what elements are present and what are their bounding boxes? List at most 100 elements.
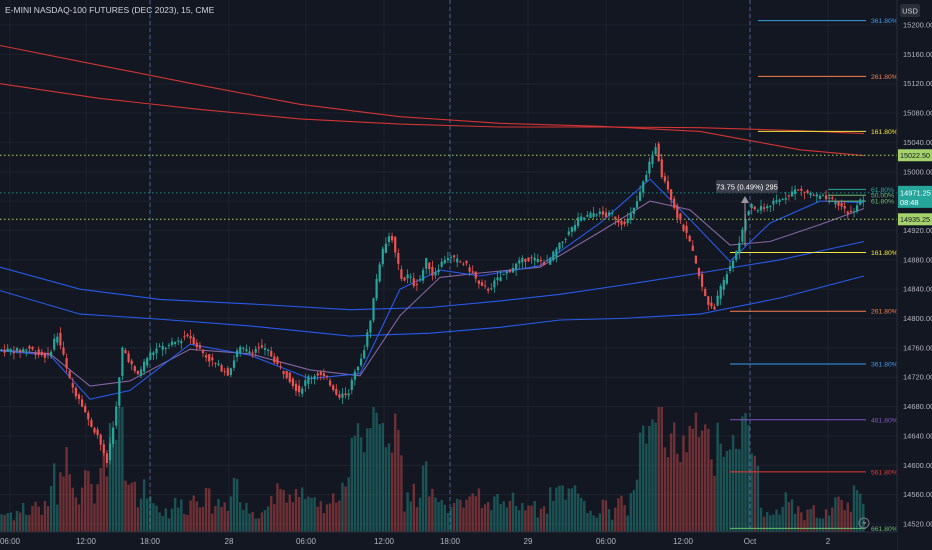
- candle-body: [387, 236, 391, 243]
- volume-bar: [828, 515, 831, 532]
- currency-box[interactable]: [900, 4, 920, 17]
- volume-bar: [394, 413, 397, 532]
- candle-body: [790, 191, 794, 197]
- candle-body: [763, 207, 766, 209]
- candle-body: [809, 193, 812, 196]
- candle-body: [329, 380, 332, 386]
- candle-body: [298, 385, 301, 393]
- candle-body: [381, 248, 384, 265]
- candle-body: [167, 344, 170, 346]
- candle-body: [422, 270, 425, 281]
- time-axis[interactable]: 06:00 12:00 18:00 28 06:00 12:00 18:00 29 06:00 1…: [0, 531, 897, 550]
- candle-body: [518, 260, 521, 264]
- candle-body: [440, 261, 443, 267]
- volume-bar: [518, 510, 521, 532]
- time-tick-label: 18:00: [440, 537, 461, 546]
- symbol-title[interactable]: E-MINI NASDAQ-100 FUTURES (DEC 2023), 15…: [5, 5, 215, 15]
- volume-bar: [77, 504, 81, 532]
- volume-bar: [505, 507, 508, 532]
- candle-body: [409, 276, 412, 278]
- candle-body: [629, 213, 632, 220]
- candle-body: [403, 277, 406, 281]
- volume-bar: [245, 503, 248, 532]
- volume-bar: [294, 488, 298, 532]
- volume-bar: [514, 505, 518, 532]
- candle-body: [3, 350, 6, 353]
- price-axis[interactable]: 15200.00 15160.00 15120.00 15080.00 15040.00…: [896, 0, 932, 550]
- price-tick-label: 14600.00: [903, 461, 932, 470]
- candle-body: [112, 427, 115, 444]
- volume-bar: [56, 504, 59, 532]
- volume-bar: [239, 502, 242, 532]
- candle-body: [211, 357, 214, 361]
- time-tick-label: 29: [524, 537, 533, 546]
- candle-body: [856, 205, 859, 212]
- volume-bar: [121, 407, 124, 532]
- candle-body: [679, 213, 682, 221]
- candle-body: [347, 393, 350, 396]
- candle-body: [828, 197, 831, 199]
- volume-bar: [434, 497, 437, 532]
- volume-bar: [192, 495, 195, 532]
- volume-bar: [859, 493, 862, 532]
- candle-body: [772, 200, 775, 205]
- measure-tool[interactable]: 73.75 (0.49%) 295: [716, 180, 778, 246]
- volume-bar: [173, 497, 177, 532]
- volume-bar: [852, 485, 856, 532]
- volume-bar: [527, 505, 530, 532]
- volume-bar: [806, 509, 809, 532]
- candle-body: [285, 370, 288, 379]
- volume-bar: [766, 511, 769, 532]
- volume-bar: [660, 407, 663, 532]
- volume-bar: [617, 498, 620, 532]
- candle-body: [139, 369, 143, 377]
- candle-body: [710, 302, 713, 307]
- volume-bar: [598, 513, 601, 532]
- volume-bar: [465, 499, 468, 532]
- volume-bar: [359, 437, 363, 532]
- candle-body: [428, 262, 431, 269]
- candle-body: [304, 380, 307, 386]
- candle-body: [291, 378, 294, 387]
- candle-body: [738, 242, 741, 254]
- candle-body: [62, 347, 65, 355]
- candle-body: [505, 271, 508, 274]
- candle-body: [663, 176, 666, 182]
- candle-body: [849, 210, 852, 212]
- time-axis-background: [0, 532, 897, 550]
- candle-body: [183, 336, 186, 338]
- volume-bar: [626, 515, 629, 532]
- candle-body: [356, 366, 360, 371]
- candle-body: [96, 429, 99, 436]
- moving-average-line: [0, 83, 865, 135]
- candle-body: [697, 268, 701, 277]
- volume-bar: [474, 496, 477, 532]
- volume-bar: [397, 429, 400, 532]
- volume-bar: [415, 507, 419, 532]
- candle-body: [787, 195, 790, 197]
- volume-bar: [666, 457, 670, 532]
- candle-body: [515, 263, 518, 270]
- price-line-label: 14935.25: [900, 215, 930, 224]
- volume-bar: [310, 497, 313, 532]
- candle-body: [375, 278, 378, 299]
- volume-bar: [601, 499, 605, 532]
- candle-body: [192, 337, 195, 345]
- candle-body: [220, 365, 223, 372]
- candle-body: [474, 271, 477, 279]
- candle-body: [617, 219, 620, 223]
- candle-body: [102, 444, 105, 454]
- volume-bar: [446, 513, 450, 532]
- volume-bar: [155, 505, 158, 532]
- candle-body: [394, 236, 397, 253]
- candle-body: [341, 393, 344, 398]
- lightning-icon[interactable]: [858, 517, 870, 529]
- candle-body: [251, 352, 254, 354]
- price-axis-background: [897, 0, 932, 550]
- candle-body: [769, 206, 772, 208]
- volume-bar: [586, 513, 589, 532]
- candle-body: [645, 175, 648, 182]
- volume-bar: [214, 505, 217, 532]
- candle-body: [462, 263, 465, 265]
